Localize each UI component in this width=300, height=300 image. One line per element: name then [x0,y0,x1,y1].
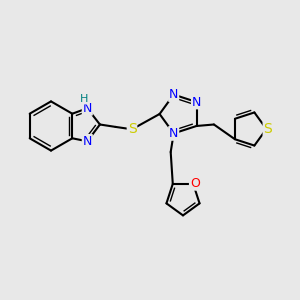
Text: O: O [190,177,200,190]
Text: S: S [263,122,272,136]
Text: N: N [192,95,201,109]
Text: S: S [128,122,136,136]
Text: N: N [169,88,178,101]
Text: N: N [82,135,92,148]
Text: N: N [169,127,178,140]
Text: H: H [80,94,88,104]
Text: N: N [82,102,92,115]
